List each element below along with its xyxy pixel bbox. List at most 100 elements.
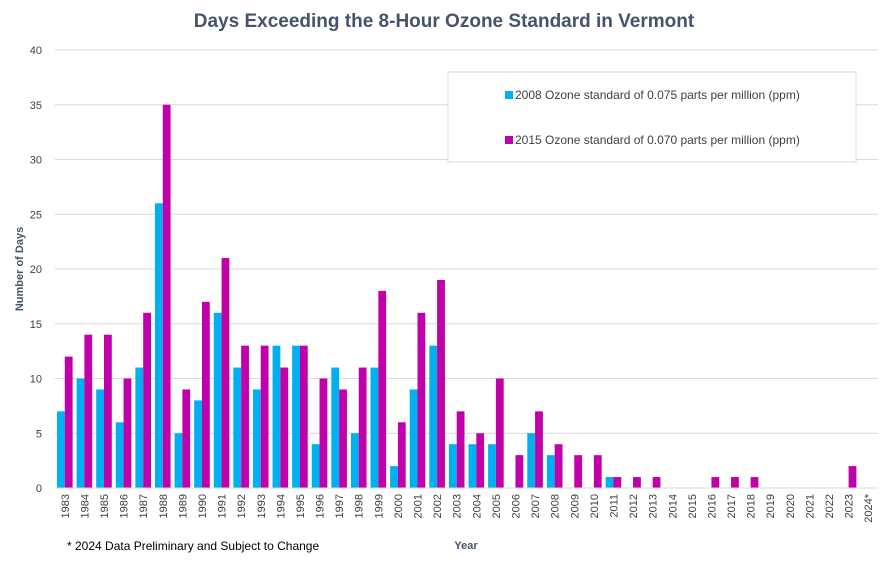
bar-2015-standard-2013 bbox=[652, 477, 661, 488]
bar-2015-standard-1996 bbox=[319, 378, 328, 488]
bar-2008-standard-1995 bbox=[292, 345, 300, 488]
legend-box bbox=[447, 71, 857, 163]
x-tick-label: 2018 bbox=[746, 494, 758, 518]
bars bbox=[57, 104, 857, 489]
x-tick-label: 2008 bbox=[550, 494, 562, 518]
x-tick-label: 1991 bbox=[217, 494, 229, 518]
x-tick-label: 1989 bbox=[177, 494, 189, 518]
x-tick-label: 1999 bbox=[373, 494, 385, 518]
bar-2008-standard-1985 bbox=[96, 389, 104, 488]
x-tick-label: 2024* bbox=[863, 493, 875, 522]
x-tick-label: 2003 bbox=[452, 494, 464, 518]
bar-2015-standard-1991 bbox=[221, 258, 230, 488]
bar-2015-standard-1992 bbox=[241, 345, 249, 488]
bar-2015-standard-1988 bbox=[162, 104, 171, 488]
bar-2015-standard-2010 bbox=[593, 455, 602, 488]
y-tick-label: 5 bbox=[36, 428, 42, 440]
x-tick-label: 1998 bbox=[354, 494, 366, 518]
x-tick-label: 2007 bbox=[530, 494, 542, 518]
x-tick-label: 2010 bbox=[589, 494, 601, 518]
bar-2015-standard-2018 bbox=[750, 477, 759, 488]
x-tick-label: 1987 bbox=[138, 494, 150, 518]
x-tick-label: 1993 bbox=[256, 494, 268, 518]
legend: 2008 Ozone standard of 0.075 parts per m… bbox=[447, 71, 857, 163]
x-tick-label: 2022 bbox=[824, 494, 836, 518]
x-tick-label: 1988 bbox=[158, 494, 170, 518]
x-tick-label: 1984 bbox=[79, 494, 91, 518]
x-tick-label: 1983 bbox=[60, 494, 72, 518]
bar-2008-standard-2005 bbox=[488, 444, 496, 488]
x-tick-label: 2005 bbox=[491, 494, 503, 518]
bar-2008-standard-1991 bbox=[213, 312, 222, 488]
x-tick-label: 1994 bbox=[275, 494, 287, 518]
x-tick-label: 2013 bbox=[648, 494, 660, 518]
legend-label-2015-standard: 2015 Ozone standard of 0.070 parts per m… bbox=[515, 133, 800, 147]
bar-2015-standard-1997 bbox=[339, 389, 347, 488]
bar-2015-standard-2006 bbox=[515, 455, 524, 488]
x-tick-label: 2020 bbox=[785, 494, 797, 518]
x-tick-label: 1995 bbox=[295, 494, 307, 518]
bar-2015-standard-2017 bbox=[731, 477, 739, 488]
x-tick-label: 2002 bbox=[432, 494, 444, 518]
legend-swatch-2008-standard bbox=[505, 91, 513, 99]
bar-2008-standard-2001 bbox=[409, 389, 418, 488]
bar-2008-standard-2008 bbox=[546, 455, 555, 488]
bar-2015-standard-2016 bbox=[711, 477, 720, 488]
x-tick-label: 2004 bbox=[471, 494, 483, 518]
y-tick-label: 20 bbox=[30, 264, 42, 276]
bar-2015-standard-1987 bbox=[143, 312, 151, 488]
bar-2015-standard-1990 bbox=[201, 301, 210, 488]
bar-2008-standard-1998 bbox=[350, 433, 359, 488]
y-axis-ticks: 0 5 10 15 20 25 30 35 40 bbox=[30, 45, 42, 495]
bar-2008-standard-1996 bbox=[311, 444, 320, 488]
x-tick-label: 1997 bbox=[334, 494, 346, 518]
bar-2015-standard-2011 bbox=[613, 477, 622, 488]
bar-2015-standard-1985 bbox=[103, 334, 112, 488]
bar-2008-standard-1983 bbox=[57, 411, 65, 488]
bar-2008-standard-1984 bbox=[76, 378, 85, 488]
x-tick-label: 1992 bbox=[236, 494, 248, 518]
bar-2015-standard-2001 bbox=[417, 312, 426, 488]
x-tick-label: 1990 bbox=[197, 494, 209, 518]
x-axis-label: Year bbox=[454, 540, 478, 552]
y-tick-label: 30 bbox=[30, 155, 42, 167]
bar-2008-standard-1986 bbox=[115, 422, 124, 488]
bar-2008-standard-2007 bbox=[527, 433, 536, 488]
bar-2008-standard-1997 bbox=[331, 367, 340, 488]
bar-2015-standard-2007 bbox=[535, 411, 543, 488]
y-tick-label: 15 bbox=[30, 319, 42, 331]
bar-2008-standard-1987 bbox=[135, 367, 144, 488]
legend-label-2008-standard: 2008 Ozone standard of 0.075 parts per m… bbox=[515, 88, 800, 102]
bar-2015-standard-1994 bbox=[280, 367, 289, 488]
chart-title: Days Exceeding the 8-Hour Ozone Standard… bbox=[194, 11, 695, 32]
x-tick-label: 1985 bbox=[99, 494, 111, 518]
x-tick-label: 2019 bbox=[765, 494, 777, 518]
bar-2008-standard-1993 bbox=[252, 389, 261, 488]
bar-2015-standard-1998 bbox=[358, 367, 367, 488]
x-tick-label: 2014 bbox=[667, 494, 679, 518]
bar-2015-standard-2003 bbox=[456, 411, 465, 488]
y-axis-label: Number of Days bbox=[14, 227, 26, 311]
y-tick-label: 0 bbox=[36, 483, 42, 495]
bar-2015-standard-2023 bbox=[848, 466, 857, 488]
bar-2008-standard-1990 bbox=[194, 400, 202, 488]
bar-2008-standard-2003 bbox=[448, 444, 457, 488]
bar-2015-standard-2012 bbox=[633, 477, 641, 488]
bar-2008-standard-1994 bbox=[272, 345, 281, 488]
bar-2015-standard-2005 bbox=[495, 378, 504, 488]
bar-2015-standard-1993 bbox=[260, 345, 269, 488]
bar-2015-standard-1999 bbox=[378, 290, 387, 488]
bar-2015-standard-1984 bbox=[84, 334, 93, 488]
x-axis-ticks: 1983 1984 1985 1986 1987 1988 1989 1990 1991 1992… bbox=[60, 493, 875, 522]
bar-2015-standard-1983 bbox=[64, 356, 73, 488]
x-tick-label: 2016 bbox=[706, 494, 718, 518]
bar-2008-standard-2000 bbox=[390, 466, 398, 488]
x-tick-label: 1996 bbox=[315, 494, 327, 518]
bar-2015-standard-1995 bbox=[299, 345, 308, 488]
x-tick-label: 2021 bbox=[804, 494, 816, 518]
bar-2015-standard-2002 bbox=[437, 279, 445, 488]
bar-2008-standard-1999 bbox=[370, 367, 379, 488]
bar-2015-standard-2004 bbox=[476, 433, 485, 488]
bar-2015-standard-2000 bbox=[397, 422, 406, 488]
